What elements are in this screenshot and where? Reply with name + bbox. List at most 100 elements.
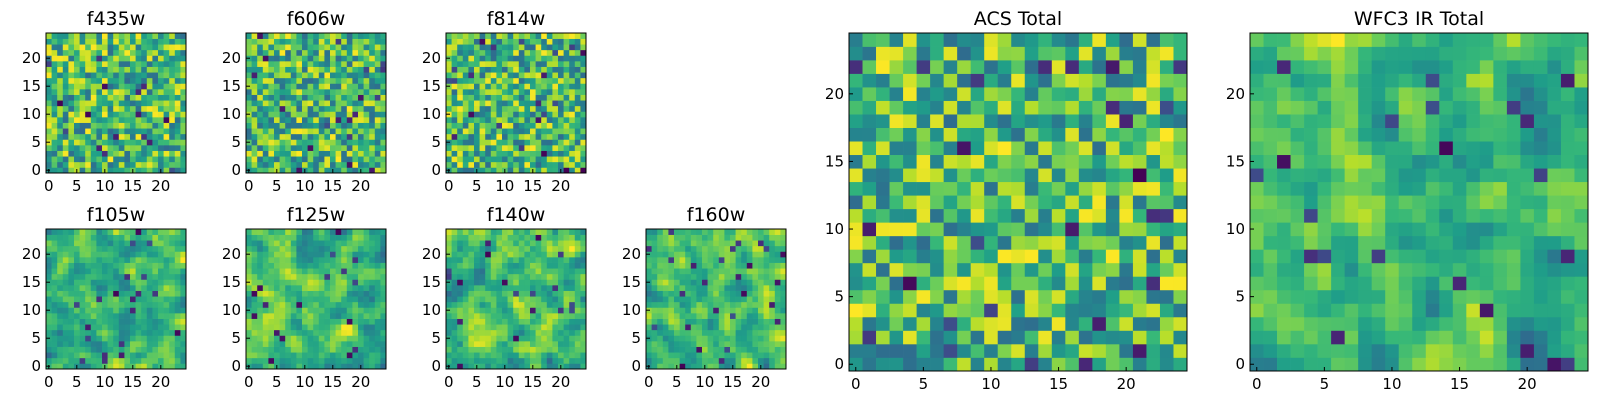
heatmap-cell — [657, 346, 664, 353]
heatmap-cell — [74, 301, 80, 308]
heatmap-cell — [1024, 289, 1039, 304]
heatmap-cell — [724, 329, 731, 336]
heatmap-cell — [451, 167, 458, 174]
heatmap-cell — [262, 139, 269, 146]
heatmap-cell — [502, 122, 508, 129]
heatmap-cell — [341, 262, 348, 269]
heatmap-cell — [763, 290, 770, 297]
heatmap-cell — [358, 161, 364, 168]
heatmap-cell — [479, 290, 486, 297]
heatmap-cell — [102, 72, 108, 79]
heatmap-cell — [79, 167, 86, 174]
heatmap-cell — [335, 145, 342, 151]
heatmap-cell — [169, 122, 176, 129]
heatmap-cell — [774, 268, 781, 275]
heatmap-cell — [107, 257, 114, 263]
heatmap-cell — [679, 240, 686, 247]
heatmap-cell — [485, 296, 492, 303]
heatmap-cell — [363, 156, 370, 163]
heatmap-cell — [307, 240, 314, 247]
heatmap-cell — [118, 133, 125, 140]
heatmap-cell — [1119, 181, 1134, 196]
heatmap-cell — [330, 240, 336, 247]
heatmap-cell — [690, 346, 697, 353]
heatmap-cell — [96, 61, 103, 67]
heatmap-cell — [524, 251, 531, 258]
heatmap-cell — [90, 167, 97, 174]
heatmap-cell — [79, 290, 86, 297]
heatmap-cell — [158, 301, 164, 308]
heatmap-cell — [651, 313, 658, 319]
heatmap-cell — [563, 128, 570, 135]
heatmap-cell — [313, 94, 320, 101]
heatmap-cell — [246, 117, 252, 123]
heatmap-cell — [479, 161, 486, 168]
heatmap-cell — [997, 262, 1012, 277]
heatmap-cell — [296, 329, 303, 336]
heatmap-cell — [180, 318, 187, 325]
heatmap-cell — [324, 285, 331, 291]
heatmap-cell — [718, 357, 725, 364]
heatmap-cell — [569, 245, 576, 252]
heatmap-cell — [262, 156, 269, 163]
heatmap-cell — [102, 318, 108, 325]
heatmap-cell — [541, 318, 548, 325]
heatmap-cell — [490, 279, 497, 286]
heatmap-cell — [984, 276, 999, 291]
heatmap-cell — [290, 167, 297, 174]
heatmap-cell — [702, 301, 708, 308]
heatmap-cell — [152, 94, 159, 101]
heatmap-cell — [496, 279, 503, 286]
heatmap-cell — [330, 341, 336, 347]
heatmap-cell — [558, 346, 564, 353]
heatmap-cell — [746, 234, 753, 241]
heatmap-cell — [558, 313, 564, 319]
heatmap-cell — [457, 268, 464, 275]
heatmap-cell — [916, 262, 931, 277]
heatmap-cell — [380, 83, 387, 90]
heatmap-cell — [485, 234, 492, 241]
heatmap-cell — [574, 352, 581, 359]
heatmap-cell — [352, 352, 359, 359]
heatmap-cell — [507, 145, 514, 151]
heatmap-cell — [462, 329, 469, 336]
heatmap-cell — [152, 150, 159, 157]
heatmap-cell — [135, 49, 142, 56]
heatmap-cell — [313, 66, 320, 73]
heatmap-cell — [558, 66, 564, 73]
x-tick-label: 10 — [95, 177, 114, 195]
heatmap-cell — [462, 318, 469, 325]
heatmap-cell — [546, 352, 553, 359]
heatmap-cell — [563, 257, 570, 263]
heatmap-cell — [1065, 289, 1080, 304]
heatmap-cell — [496, 229, 503, 235]
heatmap-cell — [507, 313, 514, 319]
heatmap-cell — [141, 167, 148, 174]
heatmap-cell — [380, 296, 387, 303]
heatmap-cell — [468, 285, 475, 291]
heatmap-cell — [285, 167, 292, 174]
heatmap-cell — [262, 307, 269, 314]
heatmap-cell — [352, 257, 359, 263]
heatmap-cell — [124, 262, 131, 269]
heatmap-cell — [330, 296, 336, 303]
heatmap-cell — [68, 279, 75, 286]
heatmap-cell — [90, 346, 97, 353]
heatmap-cell — [1159, 181, 1174, 196]
heatmap-cell — [324, 150, 331, 157]
heatmap-cell — [246, 329, 252, 336]
heatmap-cell — [763, 296, 770, 303]
heatmap-cell — [68, 105, 75, 112]
heatmap-cell — [490, 346, 497, 353]
heatmap-cell — [713, 279, 720, 286]
heatmap-cell — [530, 341, 536, 347]
heatmap-cell — [341, 150, 348, 157]
heatmap-cell — [485, 285, 492, 291]
heatmap-cell — [446, 313, 452, 319]
heatmap-cell — [318, 122, 325, 129]
heatmap-cell — [763, 318, 770, 325]
heatmap-cell — [346, 72, 353, 79]
heatmap-cell — [468, 324, 475, 331]
heatmap-cell — [496, 352, 503, 359]
heatmap-cell — [474, 313, 480, 319]
